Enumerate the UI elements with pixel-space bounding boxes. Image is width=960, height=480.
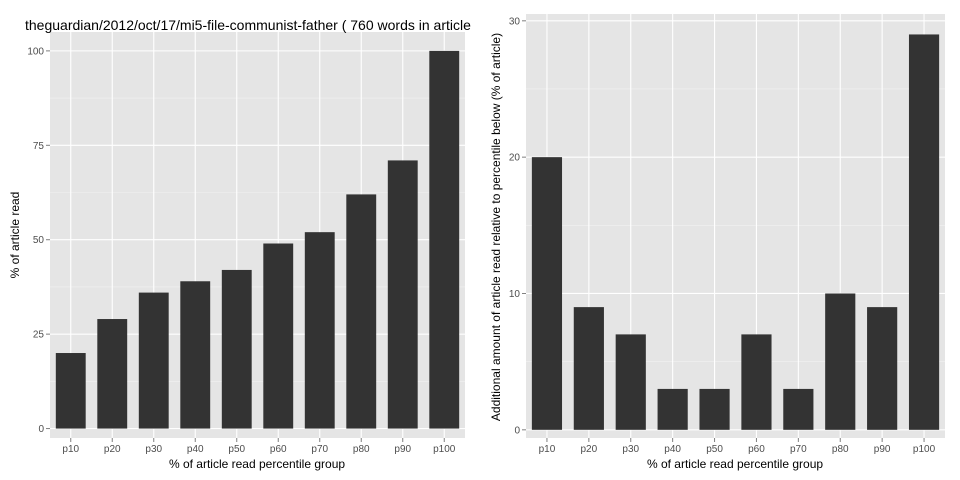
right-bar-p80: [825, 293, 856, 430]
left-bar-p20: [97, 319, 128, 429]
left-x-tick-label: p70: [311, 444, 328, 455]
left-y-tick-label: 75: [33, 141, 45, 152]
left-bar-p90: [387, 160, 418, 429]
right-x-tick-label: p50: [706, 444, 723, 455]
left-x-axis-title: % of article read percentile group: [169, 457, 345, 471]
right-y-axis-title: Additional amount of article read relati…: [489, 33, 503, 421]
right-x-tick-label: p100: [913, 444, 936, 455]
right-bar-p40: [657, 388, 688, 430]
right-x-tick-label: p60: [748, 444, 765, 455]
left-y-tick-label: 100: [27, 46, 44, 57]
right-y-tick-label: 0: [514, 425, 520, 436]
left-x-tick-label: p20: [104, 444, 121, 455]
left-x-tick-label: p40: [187, 444, 204, 455]
right-x-tick-label: p30: [622, 444, 639, 455]
right-x-tick-label: p40: [664, 444, 681, 455]
right-bar-p20: [573, 307, 604, 430]
right-bar-p30: [615, 334, 646, 430]
right-bar-p60: [741, 334, 772, 430]
right-x-tick-label: p90: [874, 444, 891, 455]
right-y-tick-label: 10: [509, 289, 521, 300]
left-x-tick-label: p80: [353, 444, 370, 455]
right-y-tick-label: 20: [509, 153, 521, 164]
left-x-tick-label: p90: [394, 444, 411, 455]
left-bar-p30: [138, 292, 169, 429]
left-y-tick-label: 50: [33, 235, 45, 246]
left-bar-p80: [346, 194, 377, 429]
right-bar-p50: [699, 388, 730, 430]
right-y-tick-label: 30: [509, 16, 521, 27]
left-x-tick-label: p60: [270, 444, 287, 455]
left-x-tick-label: p10: [62, 444, 79, 455]
chart-left: 0 25 50 75 100 p10 p20 p30 p40 p50 p60 p70 p80 p90 p10…: [8, 17, 471, 471]
chart-right-svg: 0 10 20 30 p10 p20 p30 p40 p50 p60 p70 p80 p90 p100 % …: [489, 14, 945, 471]
left-y-axis-title: % of article read: [8, 192, 22, 279]
left-bar-p100: [429, 50, 460, 429]
right-x-axis-title: % of article read percentile group: [647, 457, 823, 471]
left-x-tick-label: p100: [433, 444, 456, 455]
left-bar-p70: [304, 232, 335, 429]
left-y-tick-label: 25: [33, 330, 45, 341]
left-bar-p40: [180, 281, 211, 429]
right-bar-p70: [783, 388, 814, 430]
left-chart-title: theguardian/2012/oct/17/mi5-file-communi…: [25, 17, 471, 33]
right-x-tick-label: p10: [539, 444, 556, 455]
right-bar-p100: [908, 34, 940, 430]
right-bar-p10: [531, 157, 563, 430]
right-x-tick-label: p20: [581, 444, 598, 455]
right-bar-p90: [867, 307, 898, 430]
right-x-tick-label: p70: [790, 444, 807, 455]
chart-left-svg: 0 25 50 75 100 p10 p20 p30 p40 p50 p60 p70 p80 p90 p10…: [8, 17, 471, 471]
left-x-tick-label: p30: [145, 444, 162, 455]
left-x-tick-label: p50: [228, 444, 245, 455]
left-bar-p50: [221, 269, 252, 429]
left-bar-p10: [55, 353, 86, 429]
left-bar-p60: [263, 243, 294, 429]
chart-right: 0 10 20 30 p10 p20 p30 p40 p50 p60 p70 p80 p90 p100 % …: [480, 0, 960, 480]
right-x-tick-label: p80: [832, 444, 849, 455]
left-y-tick-label: 0: [38, 424, 44, 435]
